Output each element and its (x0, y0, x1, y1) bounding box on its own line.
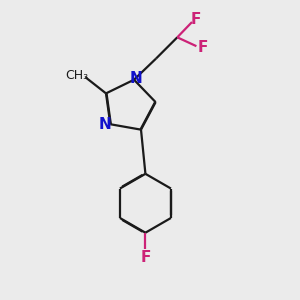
Text: N: N (130, 71, 143, 86)
Text: F: F (198, 40, 208, 55)
Text: F: F (140, 250, 151, 265)
Text: N: N (99, 117, 111, 132)
Text: F: F (190, 12, 201, 27)
Text: CH₃: CH₃ (66, 69, 89, 82)
